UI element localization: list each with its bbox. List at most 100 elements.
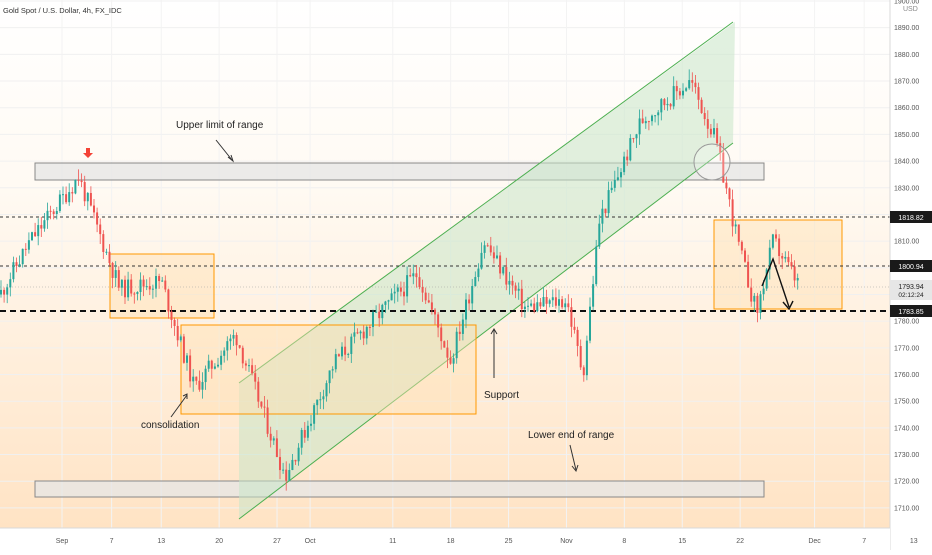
candle-up[interactable]	[151, 288, 154, 290]
candle-down[interactable]	[740, 241, 743, 251]
candle-up[interactable]	[601, 208, 604, 224]
candle-up[interactable]	[229, 338, 232, 342]
candle-down[interactable]	[775, 234, 777, 239]
candle-down[interactable]	[719, 143, 722, 153]
candle-down[interactable]	[787, 256, 790, 263]
candle-down[interactable]	[71, 192, 74, 194]
candle-down[interactable]	[198, 380, 201, 390]
candle-up[interactable]	[226, 341, 229, 351]
candle-up[interactable]	[114, 270, 117, 278]
candle-down[interactable]	[403, 291, 405, 297]
candle-down[interactable]	[511, 280, 514, 286]
candle-up[interactable]	[598, 223, 601, 247]
candle-down[interactable]	[378, 311, 381, 319]
candle-up[interactable]	[474, 277, 477, 287]
candle-up[interactable]	[31, 232, 33, 241]
candle-up[interactable]	[660, 99, 663, 113]
candle-down[interactable]	[15, 262, 18, 267]
candle-up[interactable]	[784, 256, 787, 259]
candle-down[interactable]	[285, 469, 288, 481]
candle-up[interactable]	[753, 295, 756, 302]
candle-down[interactable]	[130, 279, 133, 294]
candle-down[interactable]	[111, 263, 114, 278]
candle-up[interactable]	[635, 134, 638, 139]
candle-down[interactable]	[173, 319, 176, 326]
candle-down[interactable]	[582, 367, 585, 376]
candle-down[interactable]	[195, 376, 198, 381]
candle-down[interactable]	[142, 279, 145, 287]
current-price-tag[interactable]: 1793.94 02:12:24	[890, 280, 932, 300]
candle-up[interactable]	[21, 248, 24, 265]
candle-up[interactable]	[713, 128, 715, 135]
candle-up[interactable]	[461, 319, 464, 334]
candle-down[interactable]	[34, 232, 37, 237]
candle-up[interactable]	[657, 112, 660, 116]
candle-up[interactable]	[201, 382, 204, 390]
candle-up[interactable]	[651, 115, 653, 122]
candle-up[interactable]	[483, 245, 486, 253]
channel-upper-line[interactable]	[238, 21, 734, 384]
candle-down[interactable]	[238, 345, 241, 348]
candle-up[interactable]	[282, 469, 285, 471]
candle-up[interactable]	[0, 289, 2, 295]
candle-up[interactable]	[12, 262, 15, 280]
candle-up[interactable]	[530, 303, 533, 306]
candle-up[interactable]	[186, 355, 188, 363]
candle-down[interactable]	[756, 295, 759, 313]
candle-up[interactable]	[771, 234, 774, 248]
candle-down[interactable]	[709, 128, 712, 135]
candle-down[interactable]	[167, 289, 170, 312]
candle-down[interactable]	[294, 459, 297, 462]
candle-up[interactable]	[455, 331, 458, 359]
candle-down[interactable]	[235, 335, 238, 346]
candle-up[interactable]	[629, 138, 632, 161]
candle-up[interactable]	[682, 90, 684, 96]
candle-down[interactable]	[570, 307, 573, 327]
candle-down[interactable]	[750, 287, 753, 302]
candle-up[interactable]	[765, 269, 768, 289]
candle-up[interactable]	[232, 335, 235, 339]
candle-down[interactable]	[266, 407, 269, 434]
candle-down[interactable]	[415, 273, 418, 278]
candle-down[interactable]	[725, 182, 728, 189]
candle-up[interactable]	[585, 340, 588, 376]
candle-up[interactable]	[688, 80, 691, 89]
candle-up[interactable]	[155, 276, 157, 289]
candle-up[interactable]	[387, 300, 390, 302]
candle-up[interactable]	[350, 336, 353, 354]
candle-up[interactable]	[381, 304, 384, 319]
candle-down[interactable]	[716, 128, 719, 144]
candle-up[interactable]	[310, 423, 312, 426]
consolidation-box-2[interactable]	[180, 324, 477, 415]
candle-up[interactable]	[248, 365, 250, 367]
candle-down[interactable]	[700, 99, 703, 114]
candle-up[interactable]	[610, 187, 613, 191]
candle-down[interactable]	[279, 457, 281, 471]
candle-down[interactable]	[424, 292, 427, 301]
candle-up[interactable]	[390, 293, 393, 301]
candle-up[interactable]	[37, 225, 40, 237]
candle-up[interactable]	[595, 246, 598, 285]
candle-down[interactable]	[567, 303, 570, 308]
candle-up[interactable]	[638, 118, 641, 135]
candle-up[interactable]	[213, 366, 216, 369]
candle-up[interactable]	[412, 273, 415, 277]
candle-up[interactable]	[666, 103, 669, 106]
candle-down[interactable]	[669, 103, 672, 107]
candle-up[interactable]	[328, 370, 331, 384]
candle-down[interactable]	[697, 87, 700, 100]
candle-up[interactable]	[644, 121, 647, 124]
candle-down[interactable]	[303, 429, 306, 438]
price-tag-1800[interactable]: 1800.94	[890, 260, 932, 272]
candle-up[interactable]	[523, 306, 526, 310]
candle-up[interactable]	[46, 210, 49, 221]
candle-down[interactable]	[189, 355, 192, 382]
candle-down[interactable]	[49, 210, 52, 212]
candle-down[interactable]	[573, 326, 576, 330]
candle-up[interactable]	[508, 280, 511, 285]
candle-down[interactable]	[737, 224, 740, 242]
candle-up[interactable]	[465, 299, 467, 320]
candle-up[interactable]	[480, 252, 483, 269]
candle-up[interactable]	[18, 264, 21, 267]
candle-up[interactable]	[452, 358, 455, 364]
